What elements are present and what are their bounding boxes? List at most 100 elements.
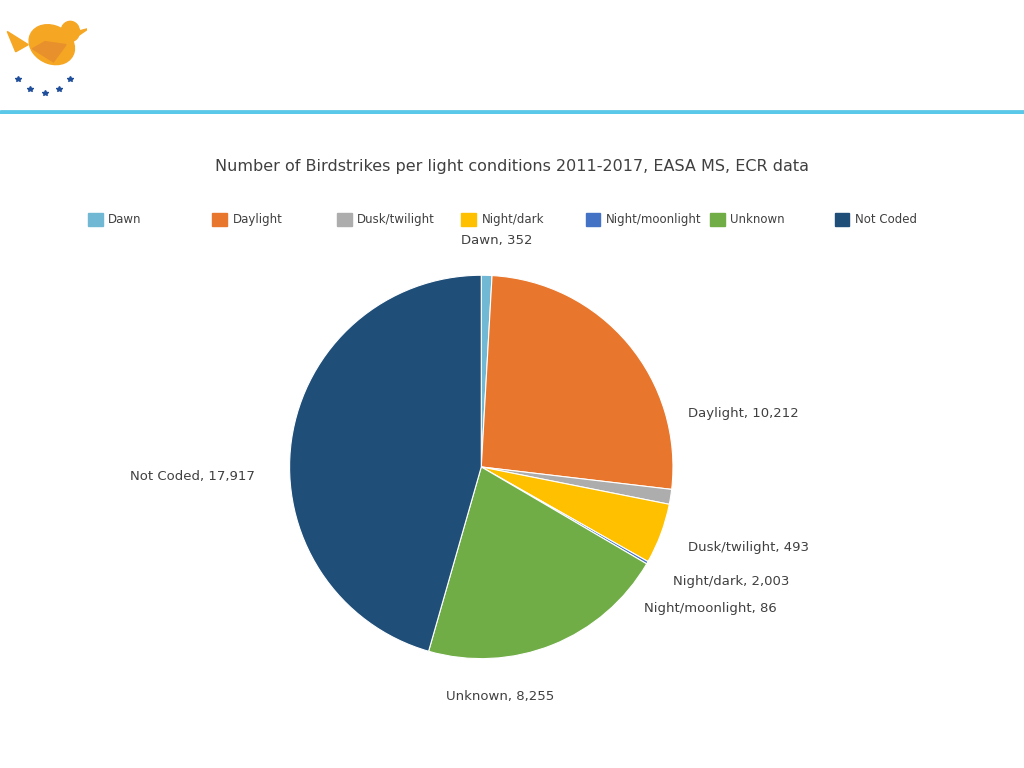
Wedge shape	[481, 467, 648, 564]
Bar	[0, 112, 1024, 114]
Polygon shape	[33, 41, 66, 62]
Bar	[0, 111, 1024, 113]
Bar	[0, 111, 1024, 113]
Bar	[0, 112, 1024, 114]
Bar	[0, 111, 1024, 113]
Bar	[0, 112, 1024, 114]
Bar	[0, 112, 1024, 114]
Bar	[0, 111, 1024, 113]
Bar	[0, 111, 1024, 113]
Bar	[0, 111, 1024, 113]
Bar	[0, 112, 1024, 114]
Text: Dusk/twilight: Dusk/twilight	[357, 213, 435, 226]
Bar	[0, 112, 1024, 113]
Bar	[0, 112, 1024, 114]
Bar	[586, 213, 600, 226]
Bar	[0, 111, 1024, 113]
Bar	[0, 112, 1024, 113]
Wedge shape	[290, 275, 481, 651]
Bar	[0, 112, 1024, 113]
Bar	[0, 112, 1024, 114]
Bar	[0, 111, 1024, 113]
Bar	[0, 112, 1024, 113]
Bar	[0, 112, 1024, 113]
Bar	[0, 111, 1024, 113]
Polygon shape	[77, 28, 89, 37]
Text: Daylight: Daylight	[232, 213, 283, 226]
Bar	[0, 112, 1024, 113]
Bar	[0, 112, 1024, 114]
Text: Night/moonlight, 86: Night/moonlight, 86	[644, 602, 777, 615]
Bar	[0, 112, 1024, 113]
Bar	[0, 111, 1024, 113]
Bar	[0, 112, 1024, 114]
Bar	[0, 112, 1024, 113]
Bar	[0, 111, 1024, 113]
Text: WBA CONFERENCE, 19 - 21 November 2018, Warsaw, POLAND: WBA CONFERENCE, 19 - 21 November 2018, W…	[272, 737, 752, 753]
Text: Not Coded: Not Coded	[855, 213, 916, 226]
Bar	[0, 112, 1024, 114]
Bar	[0, 112, 1024, 114]
Bar	[0, 112, 1024, 113]
Bar	[0, 112, 1024, 114]
Bar	[0, 112, 1024, 113]
Bar	[0, 112, 1024, 113]
Bar	[0, 112, 1024, 114]
Bar	[0, 112, 1024, 113]
Bar	[213, 213, 227, 226]
Bar	[0, 113, 1024, 114]
Bar	[0, 112, 1024, 114]
Text: Unknown, 8,255: Unknown, 8,255	[446, 690, 555, 703]
Bar	[0, 111, 1024, 113]
Wedge shape	[481, 467, 670, 561]
Text: Not Coded, 17,917: Not Coded, 17,917	[130, 470, 255, 483]
Text: Unknown: Unknown	[730, 213, 785, 226]
Text: 19/11/2018: 19/11/2018	[20, 737, 108, 753]
Text: Dawn, 352: Dawn, 352	[461, 234, 532, 247]
Bar	[0, 112, 1024, 113]
Ellipse shape	[61, 22, 80, 41]
Bar	[0, 111, 1024, 113]
Bar	[0, 112, 1024, 114]
Bar	[0, 112, 1024, 113]
Bar	[0, 112, 1024, 114]
Bar	[0, 111, 1024, 113]
Bar	[0, 111, 1024, 113]
Bar	[0, 111, 1024, 113]
Bar	[0, 112, 1024, 113]
Bar	[0, 112, 1024, 113]
Bar	[0, 111, 1024, 113]
Bar	[0, 111, 1024, 113]
Bar	[0, 112, 1024, 114]
Text: Night/moonlight: Night/moonlight	[606, 213, 701, 226]
Text: Night/dark: Night/dark	[481, 213, 544, 226]
Bar	[0, 112, 1024, 114]
Bar	[0, 112, 1024, 113]
Bar	[0, 112, 1024, 114]
Bar	[0, 111, 1024, 113]
Bar	[0, 112, 1024, 113]
Bar	[0, 112, 1024, 113]
Bar	[0, 112, 1024, 114]
Bar	[0, 112, 1024, 113]
Bar	[835, 213, 849, 226]
Bar	[0, 112, 1024, 113]
Bar	[0, 112, 1024, 114]
Bar	[0, 112, 1024, 113]
Bar	[0, 112, 1024, 113]
Bar	[0, 112, 1024, 114]
Text: Number of Birdstrikes per light conditions 2011-2017, EASA MS, ECR data: Number of Birdstrikes per light conditio…	[215, 159, 809, 174]
Text: Dusk/twilight, 493: Dusk/twilight, 493	[688, 541, 809, 554]
Bar	[0, 111, 1024, 113]
Bar	[0, 111, 1024, 113]
Text: ECR Birdstrike data – Birdstrikes per light
conditions: ECR Birdstrike data – Birdstrikes per li…	[97, 24, 782, 85]
Wedge shape	[481, 275, 493, 467]
Bar	[0, 112, 1024, 114]
Bar	[0, 112, 1024, 113]
Wedge shape	[481, 467, 672, 505]
Bar	[0, 113, 1024, 114]
Bar	[0, 111, 1024, 113]
Bar	[88, 213, 102, 226]
Bar	[0, 112, 1024, 113]
Bar	[0, 111, 1024, 113]
